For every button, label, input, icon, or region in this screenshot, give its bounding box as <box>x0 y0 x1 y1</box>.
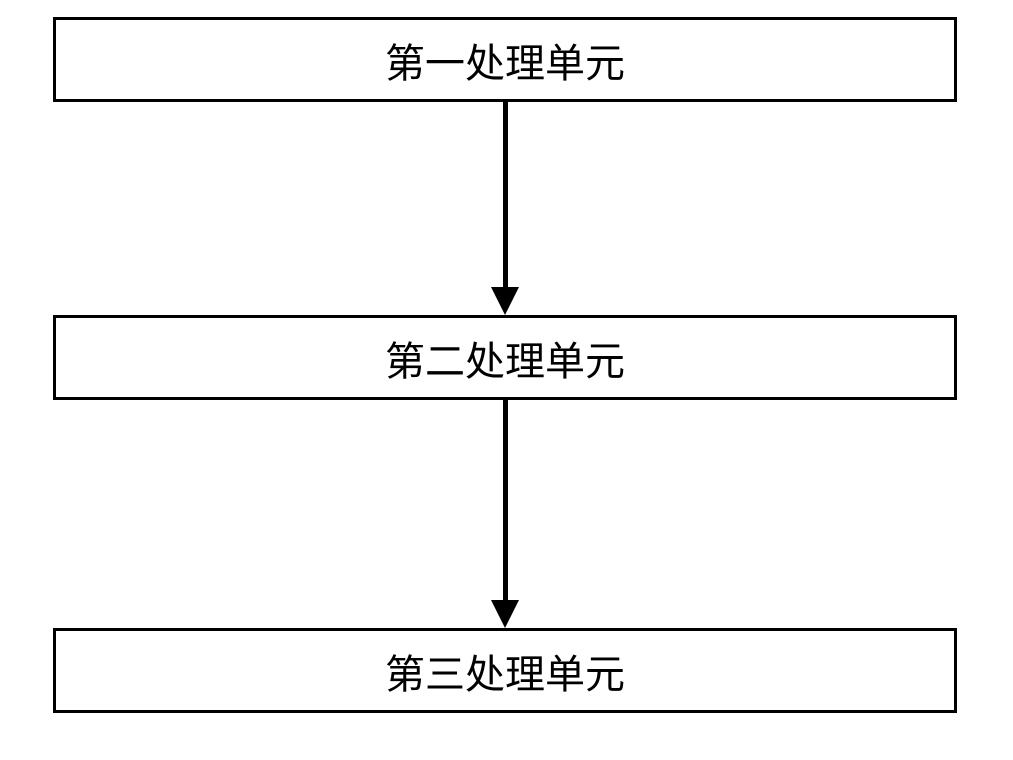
flow-node-3-label: 第三处理单元 <box>385 642 625 700</box>
flow-node-3: 第三处理单元 <box>53 628 957 713</box>
diagram-canvas: 第一处理单元 第二处理单元 第三处理单元 <box>0 0 1013 760</box>
flow-arrow-1-shaft <box>503 102 508 287</box>
flow-node-2: 第二处理单元 <box>53 315 957 400</box>
flow-node-2-label: 第二处理单元 <box>385 329 625 387</box>
flow-node-1: 第一处理单元 <box>53 17 957 102</box>
flow-node-1-label: 第一处理单元 <box>385 31 625 89</box>
flow-arrow-2-head-icon <box>491 600 519 628</box>
flow-arrow-2-shaft <box>503 400 508 600</box>
flow-arrow-1-head-icon <box>491 287 519 315</box>
